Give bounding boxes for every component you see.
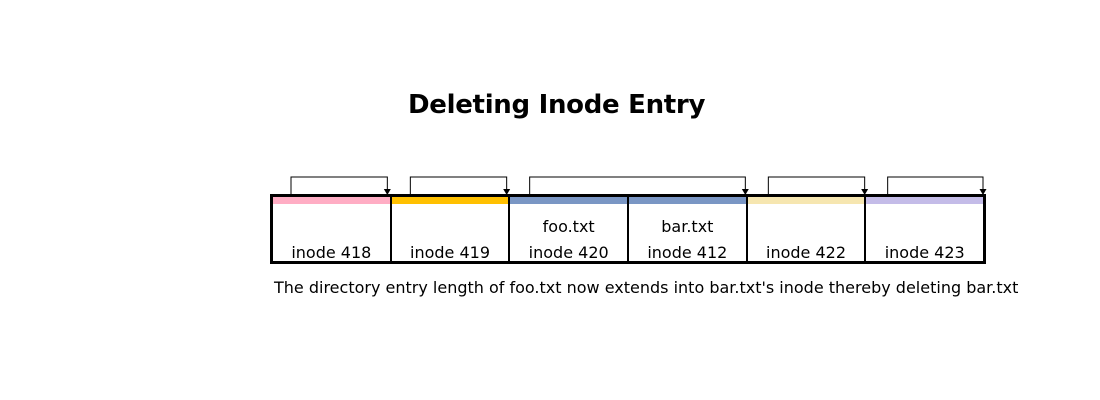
entry-length-arrows: [290, 176, 987, 195]
entry-inode-label: inode 422: [766, 243, 847, 262]
directory-entries-diagram: inode 418 inode 419 foo.txt inode 420 ba…: [270, 172, 987, 266]
entry-inode-label: inode 423: [884, 243, 965, 262]
diagram-title: Deleting Inode Entry: [408, 90, 706, 120]
entry-filename: bar.txt: [661, 217, 714, 236]
entry-length-pointer: [409, 176, 508, 194]
entry-inode-422: inode 422: [745, 197, 865, 262]
entry-length-pointer: [290, 176, 388, 194]
entry-color-bar: [510, 197, 628, 204]
entry-filename: foo.txt: [542, 217, 595, 236]
entry-inode-label: inode 418: [291, 243, 372, 262]
entry-color-bar: [866, 197, 984, 204]
arrowhead-icon: [503, 189, 511, 195]
entry-inode-420: foo.txt inode 420: [508, 197, 628, 262]
entry-inode-418: inode 418: [273, 197, 390, 262]
arrowhead-icon: [979, 189, 987, 195]
entry-length-pointer: [529, 176, 746, 194]
entry-inode-423: inode 423: [864, 197, 984, 262]
entry-color-bar: [273, 197, 390, 204]
entry-inode-label: inode 412: [647, 243, 728, 262]
entry-length-pointer: [887, 176, 984, 194]
entry-inode-412: bar.txt inode 412: [627, 197, 746, 262]
entry-inode-419: inode 419: [389, 197, 509, 262]
directory-entry-table: inode 418 inode 419 foo.txt inode 420 ba…: [270, 194, 986, 264]
entry-length-pointer: [767, 176, 866, 194]
entry-color-bar: [629, 197, 746, 204]
entry-inode-label: inode 420: [528, 243, 609, 262]
entry-inode-label: inode 419: [410, 243, 490, 262]
arrowhead-icon: [741, 189, 749, 195]
entry-color-bar: [391, 197, 509, 204]
entry-color-bar: [747, 197, 865, 204]
arrowhead-icon: [383, 189, 391, 195]
diagram-caption: The directory entry length of foo.txt no…: [274, 278, 1019, 297]
arrowhead-icon: [861, 189, 869, 195]
